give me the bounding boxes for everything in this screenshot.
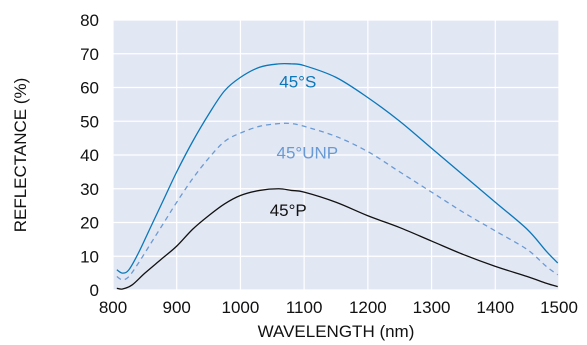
x-tick-label: 1200	[349, 298, 387, 317]
series-lines	[116, 62, 559, 290]
series-label-2: 45°P	[270, 201, 307, 220]
series-label-1: 45°UNP	[277, 143, 339, 162]
series-line-2	[116, 188, 558, 290]
y-tick-label: 50	[80, 112, 99, 131]
y-tick-label: 70	[80, 45, 99, 64]
series-label-0: 45°S	[279, 73, 316, 92]
x-tick-label: 800	[99, 298, 127, 317]
y-tick-label: 80	[80, 11, 99, 30]
y-tick-label: 40	[80, 146, 99, 165]
y-tick-label: 10	[80, 247, 99, 266]
x-tick-label: 1300	[413, 298, 451, 317]
x-tick-label: 1100	[286, 298, 323, 317]
y-tick-label: 30	[80, 180, 99, 199]
x-tick-label: 900	[163, 298, 191, 317]
x-tick-label: 1400	[476, 298, 514, 317]
y-tick-label: 0	[90, 281, 99, 300]
y-tick-label: 60	[80, 79, 99, 98]
y-axis-ticks: 0 10 20 30 40 50 60 70 80	[80, 11, 99, 300]
y-tick-label: 20	[80, 214, 99, 233]
grid	[112, 19, 560, 291]
series-line-1	[116, 122, 559, 281]
y-axis-title: REFLECTANCE (%)	[11, 78, 30, 233]
x-axis-title: WAVELENGTH (nm)	[258, 322, 415, 341]
series-line-0	[116, 62, 559, 274]
series-labels: 45°S 45°UNP 45°P	[270, 73, 338, 220]
x-tick-label: 1500	[540, 298, 578, 317]
x-axis-ticks: 800 900 1000 1100 1200 1300 1400 1500	[99, 298, 578, 317]
x-tick-label: 1000	[222, 298, 260, 317]
